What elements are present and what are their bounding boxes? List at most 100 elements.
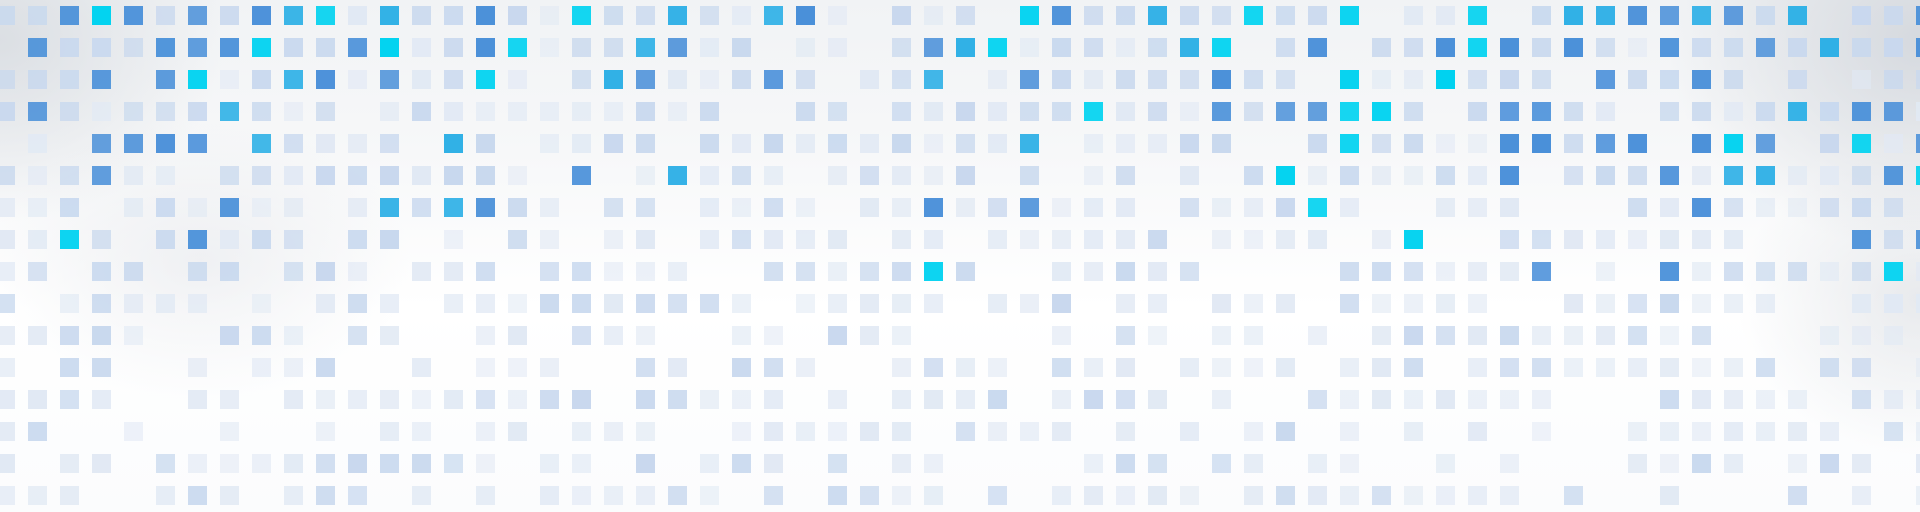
- mosaic-tile: [540, 358, 559, 377]
- mosaic-tile: [1372, 262, 1391, 281]
- mosaic-tile: [508, 294, 527, 313]
- mosaic-tile: [1084, 230, 1103, 249]
- mosaic-tile: [1660, 70, 1679, 89]
- mosaic-tile: [188, 38, 207, 57]
- mosaic-tile: [1596, 38, 1615, 57]
- mosaic-tile: [1372, 102, 1391, 121]
- mosaic-tile: [1244, 486, 1263, 505]
- mosaic-tile: [1084, 486, 1103, 505]
- mosaic-tile: [604, 230, 623, 249]
- mosaic-tile: [1084, 262, 1103, 281]
- mosaic-tile: [1372, 134, 1391, 153]
- mosaic-tile: [476, 486, 495, 505]
- mosaic-tile: [1660, 198, 1679, 217]
- mosaic-tile: [1180, 422, 1199, 441]
- mosaic-tile: [604, 6, 623, 25]
- mosaic-tile: [1596, 70, 1615, 89]
- mosaic-tile: [1724, 294, 1743, 313]
- mosaic-tile: [732, 230, 751, 249]
- mosaic-tile: [28, 38, 47, 57]
- mosaic-tile: [444, 38, 463, 57]
- mosaic-tile: [188, 262, 207, 281]
- mosaic-tile: [156, 486, 175, 505]
- mosaic-tile: [60, 198, 79, 217]
- mosaic-tile: [28, 486, 47, 505]
- mosaic-tile: [188, 70, 207, 89]
- mosaic-tile: [1532, 262, 1551, 281]
- mosaic-tile: [1372, 326, 1391, 345]
- mosaic-tile: [1660, 422, 1679, 441]
- mosaic-tile: [1212, 358, 1231, 377]
- mosaic-tile: [1756, 198, 1775, 217]
- mosaic-tile: [92, 390, 111, 409]
- mosaic-tile: [1340, 102, 1359, 121]
- mosaic-tile: [1724, 358, 1743, 377]
- mosaic-tile: [60, 358, 79, 377]
- mosaic-tile: [1788, 262, 1807, 281]
- mosaic-tile: [924, 70, 943, 89]
- mosaic-tile: [1052, 422, 1071, 441]
- mosaic-tile: [1820, 134, 1839, 153]
- mosaic-tile: [380, 102, 399, 121]
- mosaic-tile: [1308, 102, 1327, 121]
- mosaic-tile: [1852, 230, 1871, 249]
- mosaic-tile: [124, 422, 143, 441]
- mosaic-tile: [1660, 102, 1679, 121]
- mosaic-tile: [1340, 390, 1359, 409]
- mosaic-tile: [1884, 294, 1903, 313]
- mosaic-tile: [1180, 38, 1199, 57]
- mosaic-tile: [1148, 326, 1167, 345]
- mosaic-tile: [1692, 70, 1711, 89]
- mosaic-tile: [220, 102, 239, 121]
- mosaic-tile: [60, 38, 79, 57]
- mosaic-tile: [508, 422, 527, 441]
- mosaic-tile: [1404, 390, 1423, 409]
- mosaic-tile: [1404, 422, 1423, 441]
- mosaic-tile: [220, 38, 239, 57]
- mosaic-tile: [508, 166, 527, 185]
- mosaic-tile: [1628, 294, 1647, 313]
- mosaic-tile: [764, 70, 783, 89]
- mosaic-tile: [860, 166, 879, 185]
- mosaic-tile: [1724, 422, 1743, 441]
- mosaic-tile: [1244, 294, 1263, 313]
- mosaic-tile: [1436, 70, 1455, 89]
- mosaic-tile: [1308, 390, 1327, 409]
- mosaic-tile: [1628, 70, 1647, 89]
- mosaic-tile: [348, 262, 367, 281]
- mosaic-tile: [156, 198, 175, 217]
- mosaic-tile: [1692, 102, 1711, 121]
- mosaic-tile: [1116, 102, 1135, 121]
- mosaic-tile: [828, 262, 847, 281]
- mosaic-tile: [444, 454, 463, 473]
- mosaic-tile: [1692, 166, 1711, 185]
- mosaic-tile: [476, 454, 495, 473]
- mosaic-tile: [1852, 262, 1871, 281]
- mosaic-tile: [1084, 6, 1103, 25]
- mosaic-tile: [988, 486, 1007, 505]
- mosaic-tile: [828, 38, 847, 57]
- mosaic-tile: [924, 102, 943, 121]
- mosaic-tile: [1212, 102, 1231, 121]
- mosaic-tile: [604, 38, 623, 57]
- mosaic-tile: [1596, 102, 1615, 121]
- mosaic-tile: [604, 102, 623, 121]
- mosaic-tile: [508, 6, 527, 25]
- mosaic-tile: [188, 102, 207, 121]
- mosaic-tile: [636, 38, 655, 57]
- mosaic-tile: [924, 486, 943, 505]
- mosaic-tile: [1884, 390, 1903, 409]
- mosaic-tile: [60, 6, 79, 25]
- mosaic-tile: [220, 6, 239, 25]
- mosaic-tile: [1372, 166, 1391, 185]
- mosaic-tile: [220, 454, 239, 473]
- mosaic-tile: [956, 262, 975, 281]
- mosaic-tile: [636, 422, 655, 441]
- mosaic-tile: [796, 230, 815, 249]
- mosaic-tile: [1244, 230, 1263, 249]
- mosaic-tile: [188, 198, 207, 217]
- mosaic-tile: [988, 358, 1007, 377]
- mosaic-tile: [924, 134, 943, 153]
- mosaic-tile: [1820, 198, 1839, 217]
- mosaic-tile: [92, 70, 111, 89]
